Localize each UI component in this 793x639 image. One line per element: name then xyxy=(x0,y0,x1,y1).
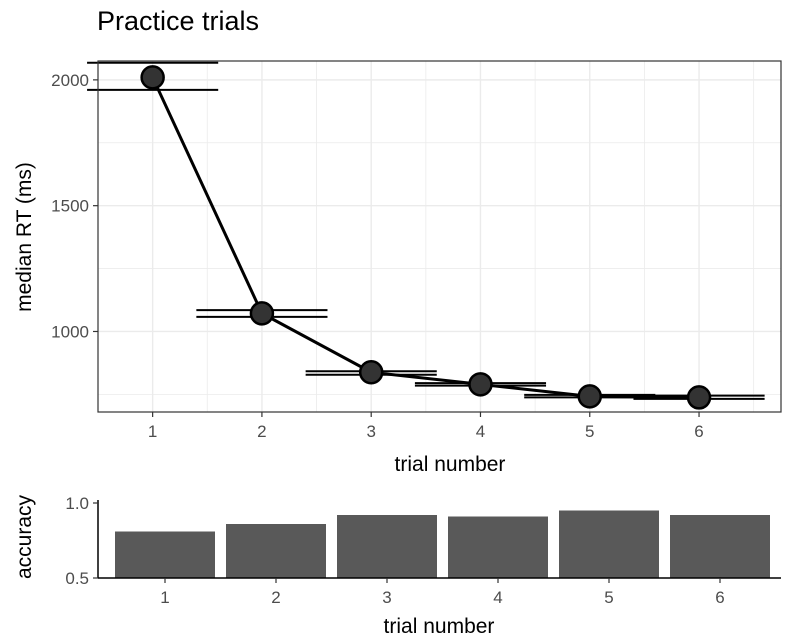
y-tick-label: 1000 xyxy=(51,322,89,341)
y-tick-label: 0.5 xyxy=(65,569,89,588)
data-point xyxy=(686,385,712,410)
x-tick-label: 2 xyxy=(271,588,280,607)
accuracy-bar xyxy=(115,531,215,578)
accuracy-x-axis-label: trial number xyxy=(384,615,495,638)
data-point xyxy=(140,65,165,90)
data-point xyxy=(249,301,275,326)
x-tick-label: 3 xyxy=(382,588,391,607)
data-point xyxy=(358,359,384,385)
x-tick-label: 6 xyxy=(694,422,703,441)
x-tick-label: 3 xyxy=(366,422,375,441)
y-tick-label: 1500 xyxy=(51,197,89,216)
rt-x-ticks: 1 2 3 4 5 6 xyxy=(148,412,704,441)
rt-y-ticks: 1000 1500 2000 xyxy=(51,71,98,341)
accuracy-bar xyxy=(448,516,548,578)
rt-gridlines xyxy=(98,61,781,412)
rt-panel: 1000 1500 2000 1 2 3 4 5 6 trial number median … xyxy=(13,60,782,476)
x-tick-label: 4 xyxy=(493,588,502,607)
x-tick-label: 5 xyxy=(585,422,594,441)
data-point xyxy=(577,384,603,409)
data-point xyxy=(468,372,493,397)
accuracy-bar xyxy=(226,524,326,578)
x-tick-label: 1 xyxy=(148,422,157,441)
accuracy-x-ticks: 1 2 3 4 5 6 xyxy=(160,578,725,607)
y-tick-label: 2000 xyxy=(51,71,89,90)
accuracy-bars xyxy=(115,510,770,578)
x-tick-label: 1 xyxy=(160,588,169,607)
accuracy-bar xyxy=(670,515,770,578)
rt-series-line xyxy=(151,76,700,399)
chart-title: Practice trials xyxy=(97,6,259,36)
y-tick-label: 1.0 xyxy=(65,494,89,513)
x-tick-label: 2 xyxy=(257,422,266,441)
accuracy-y-ticks: 0.5 1.0 xyxy=(65,494,98,588)
x-tick-label: 5 xyxy=(604,588,613,607)
rt-y-axis-label: median RT (ms) xyxy=(13,162,36,312)
rt-x-axis-label: trial number xyxy=(395,453,506,476)
rt-panel-background xyxy=(98,61,781,412)
accuracy-bar xyxy=(559,510,659,578)
accuracy-y-axis-label: accuracy xyxy=(13,494,36,579)
x-tick-label: 4 xyxy=(476,422,485,441)
accuracy-panel: 0.5 1.0 1 2 3 4 5 6 trial number accuracy xyxy=(13,494,781,638)
rt-points xyxy=(140,65,712,410)
accuracy-bar xyxy=(337,515,437,578)
rt-panel-border xyxy=(97,60,782,413)
x-tick-label: 6 xyxy=(715,588,724,607)
